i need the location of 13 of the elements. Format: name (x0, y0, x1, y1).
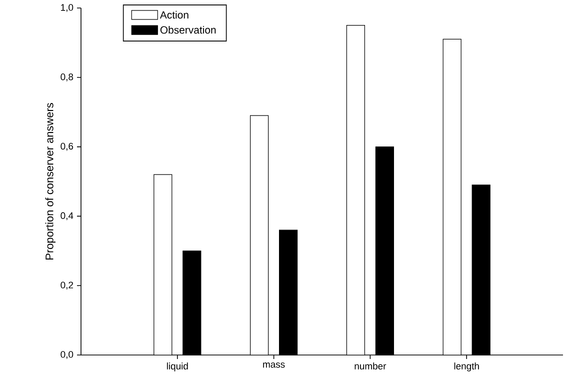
y-tick-label: 0,0 (60, 351, 74, 359)
x-tick-label: number (354, 362, 386, 370)
y-tick-label: 0,8 (60, 73, 74, 82)
legend-label: Observation (160, 26, 216, 34)
x-tick-label: length (454, 362, 479, 372)
x-tick-label: liquid (166, 362, 188, 372)
y-tick-label: 0,4 (60, 212, 74, 220)
y-axis-title: Proportion of conserver answers (45, 103, 56, 260)
y-tick-label: 0,2 (60, 282, 74, 290)
y-tick-label: 1,0 (61, 4, 74, 12)
legend-label: Action (160, 10, 188, 19)
y-tick-label: 0,6 (60, 142, 74, 151)
x-tick-label: mass (263, 362, 285, 368)
